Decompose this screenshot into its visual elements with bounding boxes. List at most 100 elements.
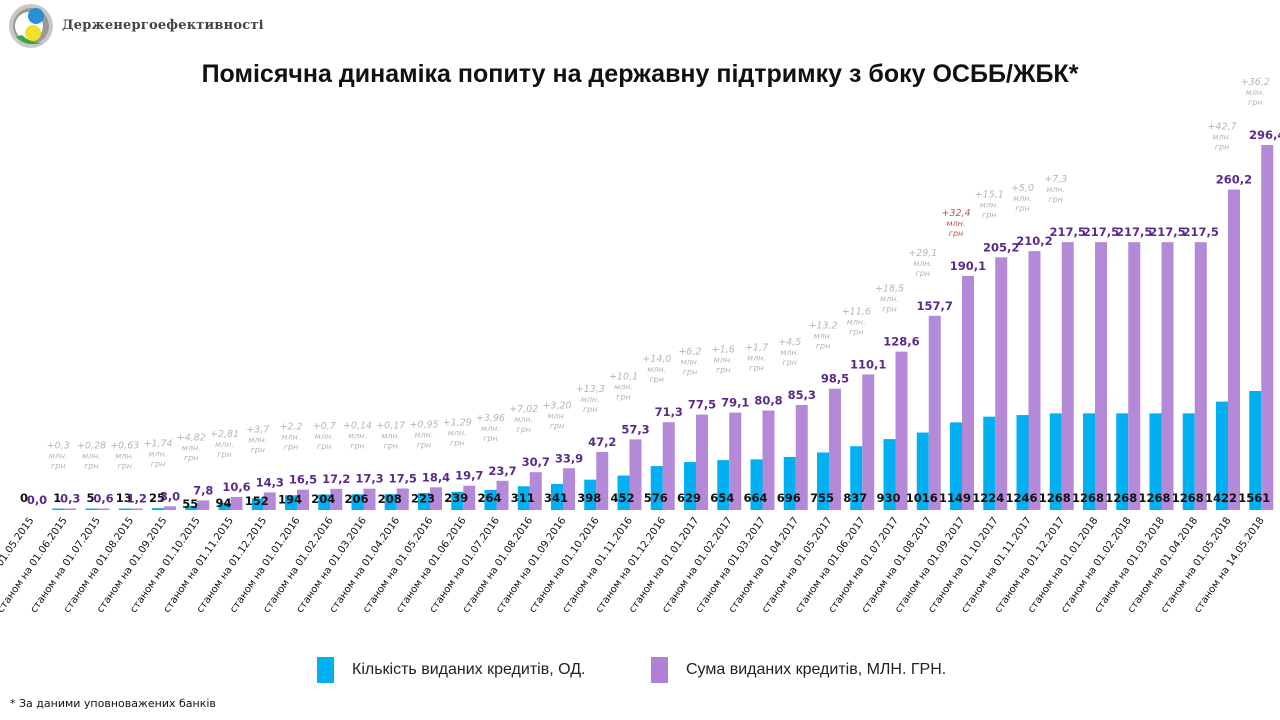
sum-data-label: 210,2 bbox=[1016, 234, 1052, 248]
count-bar bbox=[950, 422, 962, 510]
delta-unit-label: грн bbox=[383, 441, 398, 450]
count-data-label: 152 bbox=[245, 494, 269, 508]
count-bar bbox=[1116, 413, 1129, 510]
sum-bar bbox=[563, 468, 575, 510]
count-data-label: 1268 bbox=[1072, 491, 1104, 505]
count-bar bbox=[1016, 415, 1029, 510]
sum-data-label: 7,8 bbox=[193, 483, 213, 497]
sum-data-label: 47,2 bbox=[588, 435, 616, 449]
count-data-label: 5 bbox=[86, 491, 94, 505]
sum-data-label: 14,3 bbox=[256, 475, 284, 489]
count-data-label: 94 bbox=[215, 496, 231, 510]
sum-bar bbox=[463, 485, 476, 510]
count-bar bbox=[451, 491, 464, 510]
count-data-label: 1246 bbox=[1005, 491, 1037, 505]
count-data-label: 25 bbox=[149, 491, 165, 505]
sum-data-label: 217,5 bbox=[1050, 225, 1086, 239]
delta-annotation: +0,14 bbox=[343, 421, 372, 432]
delta-unit-label: грн bbox=[1015, 204, 1030, 213]
sum-bar bbox=[895, 351, 908, 510]
delta-annotation: +0,63 bbox=[110, 441, 139, 452]
sum-data-label: 296,4 bbox=[1249, 128, 1280, 142]
delta-unit-label: млн. bbox=[82, 452, 101, 461]
sum-bar bbox=[130, 508, 143, 510]
delta-annotation: +3,20 bbox=[542, 400, 571, 411]
category-tick-label: станом на 14.05.2018 bbox=[1192, 515, 1266, 615]
sum-bar bbox=[529, 472, 542, 510]
sum-bar bbox=[396, 488, 409, 510]
delta-annotation: +1,7 bbox=[745, 342, 768, 353]
count-data-label: 239 bbox=[444, 491, 468, 505]
count-data-label: 0 bbox=[20, 491, 28, 505]
delta-unit-label: млн. bbox=[714, 356, 733, 365]
delta-annotation: +10,1 bbox=[609, 371, 638, 382]
count-data-label: 654 bbox=[710, 491, 734, 505]
delta-unit-label: грн bbox=[915, 269, 930, 278]
delta-annotation: +4,5 bbox=[778, 337, 801, 348]
sum-data-label: 19,7 bbox=[455, 469, 483, 483]
count-bar bbox=[351, 494, 364, 510]
sum-bar bbox=[330, 488, 343, 510]
sum-bar bbox=[363, 488, 376, 510]
count-data-label: 837 bbox=[843, 491, 867, 505]
legend-label-sum: Сума виданих кредитів, МЛН. ГРН. bbox=[686, 661, 947, 678]
sum-data-label: 110,1 bbox=[850, 357, 886, 371]
delta-unit-label: грн bbox=[284, 443, 299, 452]
count-bar bbox=[684, 462, 696, 510]
count-data-label: 1016 bbox=[906, 491, 938, 505]
delta-unit-label: грн bbox=[982, 210, 997, 219]
sum-data-label: 17,2 bbox=[322, 472, 350, 486]
sum-data-label: 85,3 bbox=[788, 388, 816, 402]
delta-annotation: +7,3 bbox=[1044, 174, 1067, 185]
count-bar bbox=[85, 508, 98, 510]
delta-unit-label: грн bbox=[483, 434, 498, 443]
sum-data-label: 0,6 bbox=[93, 492, 113, 506]
sum-bar bbox=[729, 412, 742, 510]
count-data-label: 204 bbox=[311, 492, 335, 506]
sum-bar bbox=[197, 500, 210, 510]
delta-unit-label: млн. bbox=[282, 433, 301, 442]
delta-unit-label: млн. bbox=[215, 440, 234, 449]
delta-unit-label: млн. bbox=[681, 358, 700, 367]
delta-unit-label: грн bbox=[117, 462, 132, 471]
delta-unit-label: млн. bbox=[1013, 194, 1032, 203]
sum-data-label: 33,9 bbox=[555, 451, 583, 465]
legend-item-sum: Сума виданих кредитів, МЛН. ГРН. bbox=[651, 657, 946, 683]
sum-data-label: 0,0 bbox=[27, 493, 47, 507]
delta-annotation: +36,2 bbox=[1241, 77, 1270, 88]
count-bar bbox=[817, 452, 829, 510]
sum-data-label: 10,6 bbox=[222, 480, 250, 494]
sum-data-label: 205,2 bbox=[983, 240, 1019, 254]
count-data-label: 398 bbox=[577, 491, 601, 505]
delta-unit-label: грн bbox=[1248, 98, 1263, 107]
delta-annotation: +7,02 bbox=[509, 404, 538, 415]
count-data-label: 1561 bbox=[1238, 491, 1270, 505]
sum-data-label: 18,4 bbox=[422, 470, 450, 484]
sum-bar bbox=[795, 404, 808, 510]
sum-bar bbox=[962, 275, 974, 510]
count-data-label: 755 bbox=[810, 491, 834, 505]
delta-unit-label: млн. bbox=[1046, 185, 1065, 194]
sum-bar bbox=[1128, 242, 1141, 510]
delta-unit-label: грн bbox=[417, 440, 432, 449]
count-data-label: 452 bbox=[610, 491, 634, 505]
sum-data-label: 128,6 bbox=[883, 335, 919, 349]
count-bar bbox=[750, 459, 763, 510]
count-bar bbox=[285, 495, 297, 510]
delta-unit-label: млн. bbox=[448, 429, 467, 438]
count-data-label: 55 bbox=[182, 497, 198, 511]
count-data-label: 264 bbox=[477, 491, 501, 505]
sum-bar bbox=[1261, 145, 1274, 510]
delta-unit-label: грн bbox=[51, 462, 66, 471]
delta-annotation: +18,5 bbox=[875, 284, 904, 295]
sum-bar bbox=[596, 451, 609, 510]
count-data-label: 1268 bbox=[1138, 491, 1170, 505]
sum-bar bbox=[297, 489, 309, 510]
delta-unit-label: грн bbox=[816, 342, 831, 351]
count-data-label: 1149 bbox=[939, 491, 971, 505]
sum-bar bbox=[496, 480, 509, 510]
delta-unit-label: млн. bbox=[847, 317, 866, 326]
delta-annotation: +1,29 bbox=[443, 418, 472, 429]
count-bar bbox=[1149, 413, 1162, 510]
